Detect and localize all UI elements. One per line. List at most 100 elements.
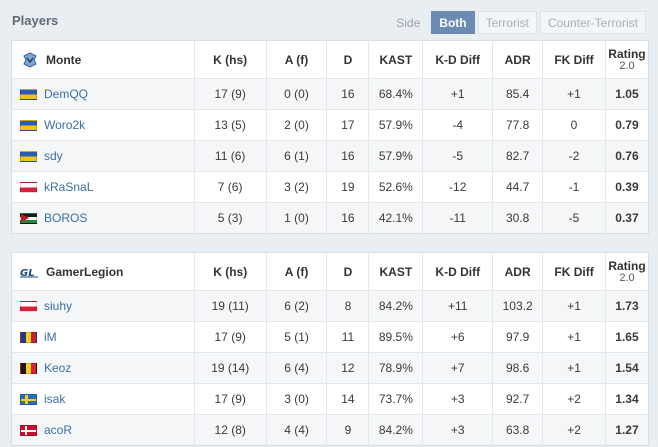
rating-cell: 1.05 [615, 87, 639, 101]
kills-cell: 17 (9) [194, 383, 267, 415]
fk-diff-cell: +2 [542, 414, 606, 446]
player-name-link[interactable]: Woro2k [44, 118, 86, 132]
filter-both-button[interactable]: Both [431, 11, 475, 34]
kast-cell: 89.5% [368, 321, 424, 353]
col-header-deaths: D [326, 252, 370, 291]
player-name-link[interactable]: kRaSnaL [44, 180, 94, 194]
kills-cell: 19 (14) [194, 352, 267, 384]
rating-cell: 1.27 [615, 423, 639, 437]
deaths-cell: 14 [326, 383, 370, 415]
flag-pl-icon [20, 300, 37, 312]
kd-diff-cell: +1 [422, 78, 494, 110]
assists-cell: 1 (0) [266, 202, 328, 234]
filter-terrorist-button[interactable]: Terrorist [477, 11, 537, 34]
rating-label: Rating [608, 46, 646, 61]
adr-cell: 63.8 [492, 414, 544, 446]
assists-cell: 0 (0) [266, 78, 328, 110]
deaths-cell: 9 [326, 414, 370, 446]
col-header-deaths: D [326, 40, 370, 79]
deaths-cell: 17 [326, 109, 370, 141]
assists-cell: 5 (1) [266, 321, 328, 353]
player-cell: kRaSnaL [11, 171, 195, 203]
assists-cell: 6 (4) [266, 352, 328, 384]
player-cell: iM [11, 321, 195, 353]
team-stats-table-monte: Monte K (hs) A (f) D KAST K-D Diff ADR F… [11, 40, 649, 234]
player-cell: Keoz [11, 352, 195, 384]
col-header-adr: ADR [492, 252, 544, 291]
kd-diff-cell: -12 [422, 171, 494, 203]
player-cell: sdy [11, 140, 195, 172]
kast-cell: 84.2% [368, 414, 424, 446]
player-name-link[interactable]: BOROS [44, 211, 88, 225]
kills-cell: 17 (9) [194, 321, 267, 353]
filter-counter-terrorist-button[interactable]: Counter-Terrorist [539, 11, 646, 34]
player-name-link[interactable]: sdy [44, 149, 63, 163]
player-name-link[interactable]: isak [44, 392, 66, 406]
kills-cell: 19 (11) [194, 290, 267, 322]
kast-cell: 42.1% [368, 202, 424, 234]
deaths-cell: 11 [326, 321, 370, 353]
deaths-cell: 16 [326, 78, 370, 110]
col-header-kast: KAST [368, 40, 424, 79]
player-row: Keoz 19 (14) 6 (4) 12 78.9% +7 98.6 +1 1.54 [11, 352, 649, 384]
rating-cell: 1.54 [615, 361, 639, 375]
fk-diff-cell: 0 [542, 109, 606, 141]
kd-diff-cell: +6 [422, 321, 494, 353]
kills-cell: 7 (6) [194, 171, 267, 203]
fk-diff-cell: +1 [542, 321, 606, 353]
rating-cell: 1.65 [615, 330, 639, 344]
assists-cell: 2 (0) [266, 109, 328, 141]
team-name[interactable]: Monte [46, 52, 82, 67]
player-row: siuhy 19 (11) 6 (2) 8 84.2% +11 103.2 +1 1.73 [11, 290, 649, 322]
flag-ro-icon [20, 331, 37, 343]
kd-diff-cell: -4 [422, 109, 494, 141]
team-header-cell: GL GamerLegion [11, 252, 195, 291]
col-header-rating: Rating 2.0 [605, 41, 648, 79]
kd-diff-cell: -11 [422, 202, 494, 234]
adr-cell: 30.8 [492, 202, 544, 234]
player-row: kRaSnaL 7 (6) 3 (2) 19 52.6% -12 44.7 -1 0.39 [11, 171, 649, 203]
player-name-link[interactable]: iM [44, 330, 57, 344]
kills-cell: 12 (8) [194, 414, 267, 446]
monte-logo-icon [20, 51, 40, 68]
fk-diff-cell: -5 [542, 202, 606, 234]
adr-cell: 44.7 [492, 171, 544, 203]
col-header-fk-diff: FK Diff [542, 252, 606, 291]
player-name-link[interactable]: siuhy [44, 299, 73, 313]
flag-ua-icon [20, 150, 37, 162]
kd-diff-cell: -5 [422, 140, 494, 172]
section-title: Players [12, 13, 59, 28]
flag-ua-icon [20, 88, 37, 100]
kast-cell: 78.9% [368, 352, 424, 384]
kast-cell: 73.7% [368, 383, 424, 415]
fk-diff-cell: +1 [542, 78, 606, 110]
player-cell: DemQQ [11, 78, 195, 110]
side-label: Side [396, 15, 421, 30]
deaths-cell: 12 [326, 352, 370, 384]
player-cell: siuhy [11, 290, 195, 322]
flag-be-icon [20, 362, 37, 374]
rating-cell: 1.73 [615, 299, 639, 313]
player-name-link[interactable]: acoR [44, 423, 73, 437]
svg-text:GL: GL [20, 268, 35, 278]
adr-cell: 82.7 [492, 140, 544, 172]
player-row: Woro2k 13 (5) 2 (0) 17 57.9% -4 77.8 0 0.79 [11, 109, 649, 141]
flag-se-icon [20, 393, 37, 405]
player-cell: BOROS [11, 202, 195, 234]
players-header: Players Side Both Terrorist Counter-Terr… [0, 0, 658, 40]
col-header-kills: K (hs) [194, 40, 267, 79]
player-name-link[interactable]: Keoz [44, 361, 72, 375]
kills-cell: 11 (6) [194, 140, 267, 172]
adr-cell: 92.7 [492, 383, 544, 415]
adr-cell: 97.9 [492, 321, 544, 353]
flag-dk-icon [20, 424, 37, 436]
player-name-link[interactable]: DemQQ [44, 87, 89, 101]
fk-diff-cell: +1 [542, 290, 606, 322]
table-header-row: GL GamerLegion K (hs) A (f) D KAST K-D D… [11, 252, 649, 291]
side-filter: Side Both Terrorist Counter-Terrorist [396, 11, 646, 34]
assists-cell: 3 (0) [266, 383, 328, 415]
deaths-cell: 19 [326, 171, 370, 203]
fk-diff-cell: -1 [542, 171, 606, 203]
team-name[interactable]: GamerLegion [46, 264, 124, 279]
player-cell: acoR [11, 414, 195, 446]
